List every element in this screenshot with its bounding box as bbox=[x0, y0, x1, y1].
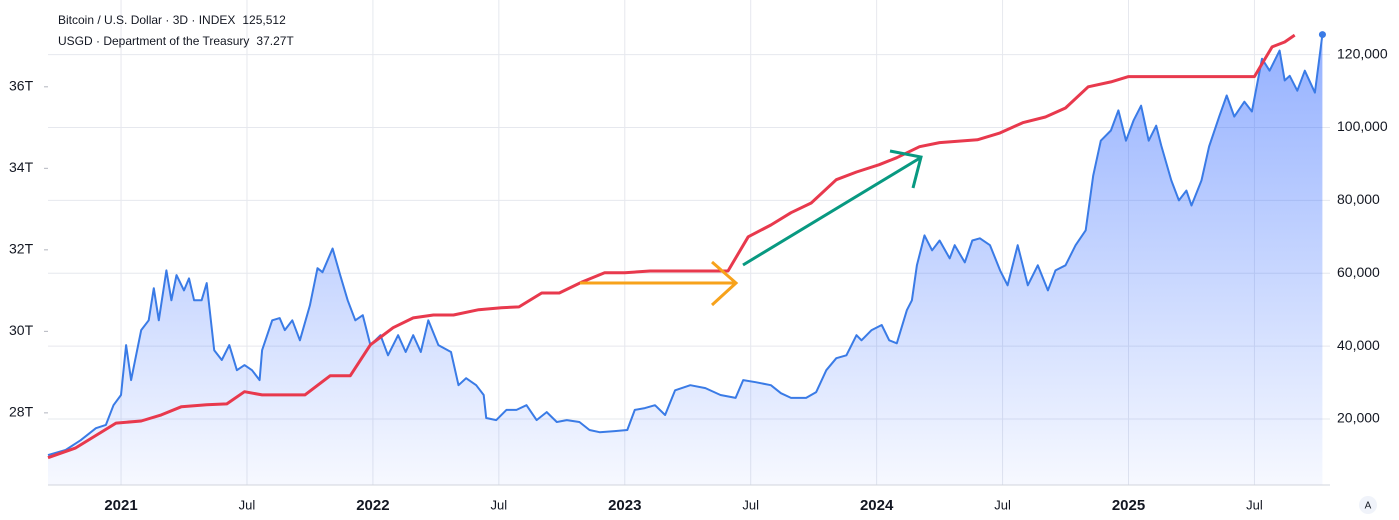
y-tick-label: 100,000 bbox=[1337, 118, 1388, 134]
x-tick-label: 2021 bbox=[104, 497, 137, 514]
y-tick-label: 120,000 bbox=[1337, 45, 1388, 61]
area bbox=[48, 34, 1323, 485]
x-tick-label: Jul bbox=[742, 497, 759, 512]
y2-tick-label: 30T bbox=[9, 322, 34, 338]
axes: 2021 Jul 2022 Jul 2023 Jul 2024 Jul 2025 Jul 20,00… bbox=[9, 45, 1388, 514]
legend-label: USGD · Department of the Treasury bbox=[58, 34, 249, 48]
y2-tick-label: 32T bbox=[9, 241, 34, 257]
x-tick-label: 2022 bbox=[356, 497, 389, 514]
legend-label: Bitcoin / U.S. Dollar · 3D · INDEX bbox=[58, 13, 235, 27]
x-tick-label: Jul bbox=[994, 497, 1011, 512]
x-tick-label: 2025 bbox=[1112, 497, 1145, 514]
orange-arrow-head bbox=[710, 260, 739, 307]
legend-value: 37.27T bbox=[256, 34, 294, 48]
legend-value: 125,512 bbox=[242, 13, 286, 27]
y2-tick-label: 28T bbox=[9, 404, 34, 420]
green-arrow-head bbox=[889, 149, 923, 189]
last-point bbox=[1318, 31, 1326, 39]
autoscale-button[interactable]: A bbox=[1365, 501, 1372, 512]
y-tick-label: 80,000 bbox=[1337, 191, 1380, 207]
line bbox=[47, 34, 1324, 457]
x-tick-label: Jul bbox=[491, 497, 508, 512]
autoscale-button-bg[interactable] bbox=[1359, 496, 1377, 514]
line bbox=[47, 33, 1296, 460]
annotations bbox=[580, 149, 923, 307]
x-tick-label: 2024 bbox=[860, 497, 894, 514]
series bbox=[47, 31, 1326, 485]
y-tick-label: 60,000 bbox=[1337, 264, 1380, 280]
x-tick-label: Jul bbox=[1246, 497, 1263, 512]
x-tick-label: Jul bbox=[239, 497, 256, 512]
y-tick-label: 40,000 bbox=[1337, 337, 1380, 353]
y2-tick-label: 34T bbox=[9, 159, 34, 175]
y-tick-label: 20,000 bbox=[1337, 410, 1380, 426]
y2-tick-label: 36T bbox=[9, 78, 34, 94]
x-tick-label: 2023 bbox=[608, 497, 641, 514]
green-arrow bbox=[742, 156, 921, 267]
